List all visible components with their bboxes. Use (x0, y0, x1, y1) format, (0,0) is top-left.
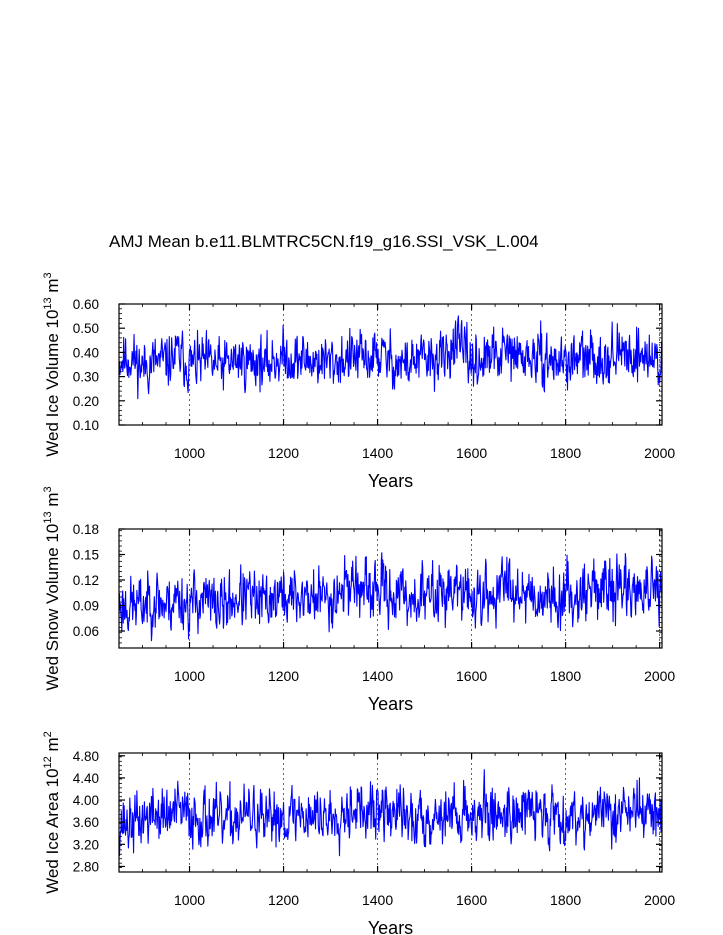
y-tick-label: 0.40 (73, 345, 99, 360)
x-tick-label: 1200 (268, 445, 299, 461)
y-tick-label: 4.40 (73, 771, 99, 786)
x-tick-label: 1600 (456, 668, 487, 684)
panel-1: 1000 1200 1400 1600 1800 2000 0.10 0.20 0.30 0.40… (42, 272, 675, 491)
x-tick-label: 2000 (644, 892, 675, 908)
series-line-wed-ice-volume (118, 315, 663, 400)
y-tick-label: 3.60 (73, 815, 99, 830)
y-tick-label: 2.80 (73, 859, 99, 874)
series-line-wed-snow-volume (118, 552, 663, 642)
y-tick-label: 0.30 (73, 370, 99, 385)
y-tick-label: 0.09 (73, 599, 99, 614)
x-tick-label: 1000 (174, 445, 205, 461)
y-tick-label: 0.15 (73, 548, 99, 563)
series-line-wed-ice-area (118, 769, 663, 857)
x-tick-label: 1400 (362, 445, 393, 461)
x-tick-label: 1600 (456, 445, 487, 461)
x-axis-label: Years (368, 918, 413, 935)
x-tick-label: 2000 (644, 445, 675, 461)
y-tick-label: 0.60 (73, 297, 99, 312)
y-tick-label: 4.80 (73, 749, 99, 764)
y-tick-label: 0.12 (73, 573, 99, 588)
y-tick-label: 0.10 (73, 418, 99, 433)
y-tick-label: 0.20 (73, 394, 99, 409)
panel-2: 1000 1200 1400 1600 1800 2000 0.06 0.09 0.12 0.15… (42, 486, 675, 714)
x-tick-label: 1800 (550, 445, 581, 461)
x-tick-label: 1400 (362, 892, 393, 908)
x-tick-label: 1000 (174, 668, 205, 684)
y-tick-label: 4.00 (73, 793, 99, 808)
figure-title: AMJ Mean b.e11.BLMTRC5CN.f19_g16.SSI_VSK… (109, 232, 539, 251)
plot-frame (118, 752, 663, 873)
x-tick-label: 1200 (268, 668, 299, 684)
x-axis-label: Years (368, 471, 413, 491)
x-tick-label: 2000 (644, 668, 675, 684)
y-tick-label: 0.18 (73, 522, 99, 537)
y-tick-label: 0.50 (73, 321, 99, 336)
plot-frame (118, 528, 663, 649)
x-axis-label: Years (368, 694, 413, 714)
y-tick-label: 0.06 (73, 624, 99, 639)
x-tick-label: 1200 (268, 892, 299, 908)
x-tick-label: 1800 (550, 892, 581, 908)
x-tick-label: 1800 (550, 668, 581, 684)
panel-3: 1000 1200 1400 1600 1800 2000 2.80 3.20 3.60 4.00… (42, 731, 675, 935)
x-tick-label: 1000 (174, 892, 205, 908)
y-axis-label: Wed Snow Volume 1013 m3 (42, 486, 62, 690)
y-axis-label: Wed Ice Area 1012 m2 (42, 731, 62, 894)
y-axis-label: Wed Ice Volume 1013 m3 (42, 272, 62, 456)
x-tick-label: 1400 (362, 668, 393, 684)
y-tick-label: 3.20 (73, 837, 99, 852)
x-tick-label: 1600 (456, 892, 487, 908)
plot-frame (118, 303, 663, 426)
